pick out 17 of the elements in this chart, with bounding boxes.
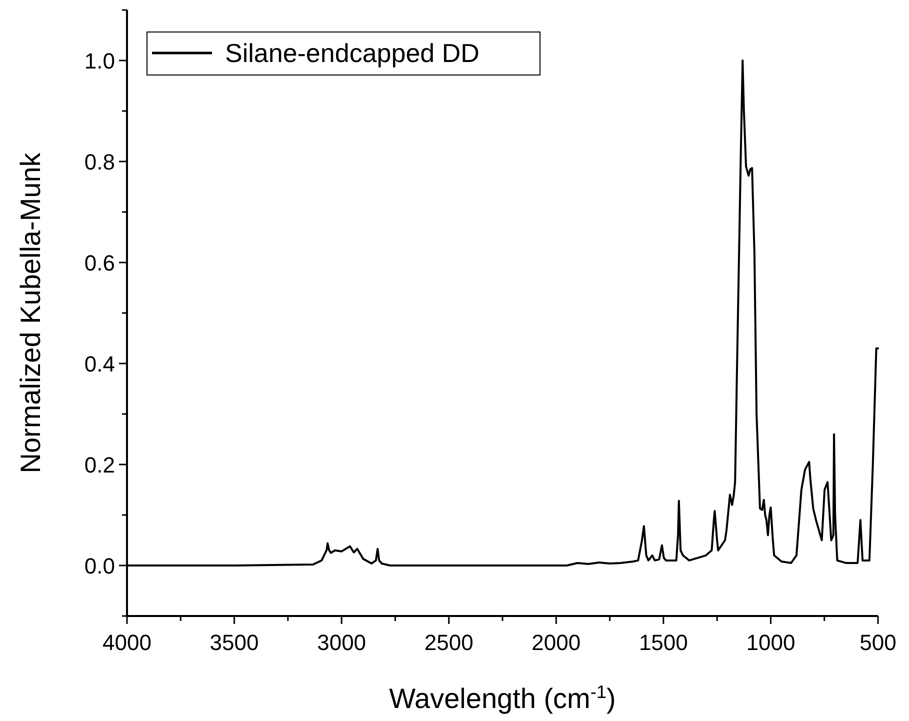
y-tick-label: 0.4	[84, 352, 115, 376]
x-tick-label: 3500	[210, 630, 259, 655]
x-tick-label: 2500	[424, 630, 474, 655]
x-tick-label: 1500	[638, 630, 688, 655]
y-tick-label: 1.0	[84, 48, 115, 74]
legend-label: Silane-endcapped DD	[225, 38, 480, 68]
y-tick-label: 0.2	[84, 452, 115, 478]
x-tick-label: 2000	[532, 630, 581, 655]
x-tick-label: 4000	[102, 630, 152, 655]
y-axis-title: Normalized Kubella-Munk	[15, 152, 46, 474]
y-tick-label: 0.8	[84, 150, 115, 174]
x-tick-label: 500	[860, 630, 896, 655]
x-tick-label: 1000	[746, 630, 796, 655]
x-tick-label: 3000	[317, 630, 366, 655]
x-axis-title: Wavelength (cm$^{-1}$)	[389, 682, 616, 714]
y-tick-label: 0.6	[84, 250, 115, 276]
y-tick-label: 0.0	[84, 554, 115, 578]
